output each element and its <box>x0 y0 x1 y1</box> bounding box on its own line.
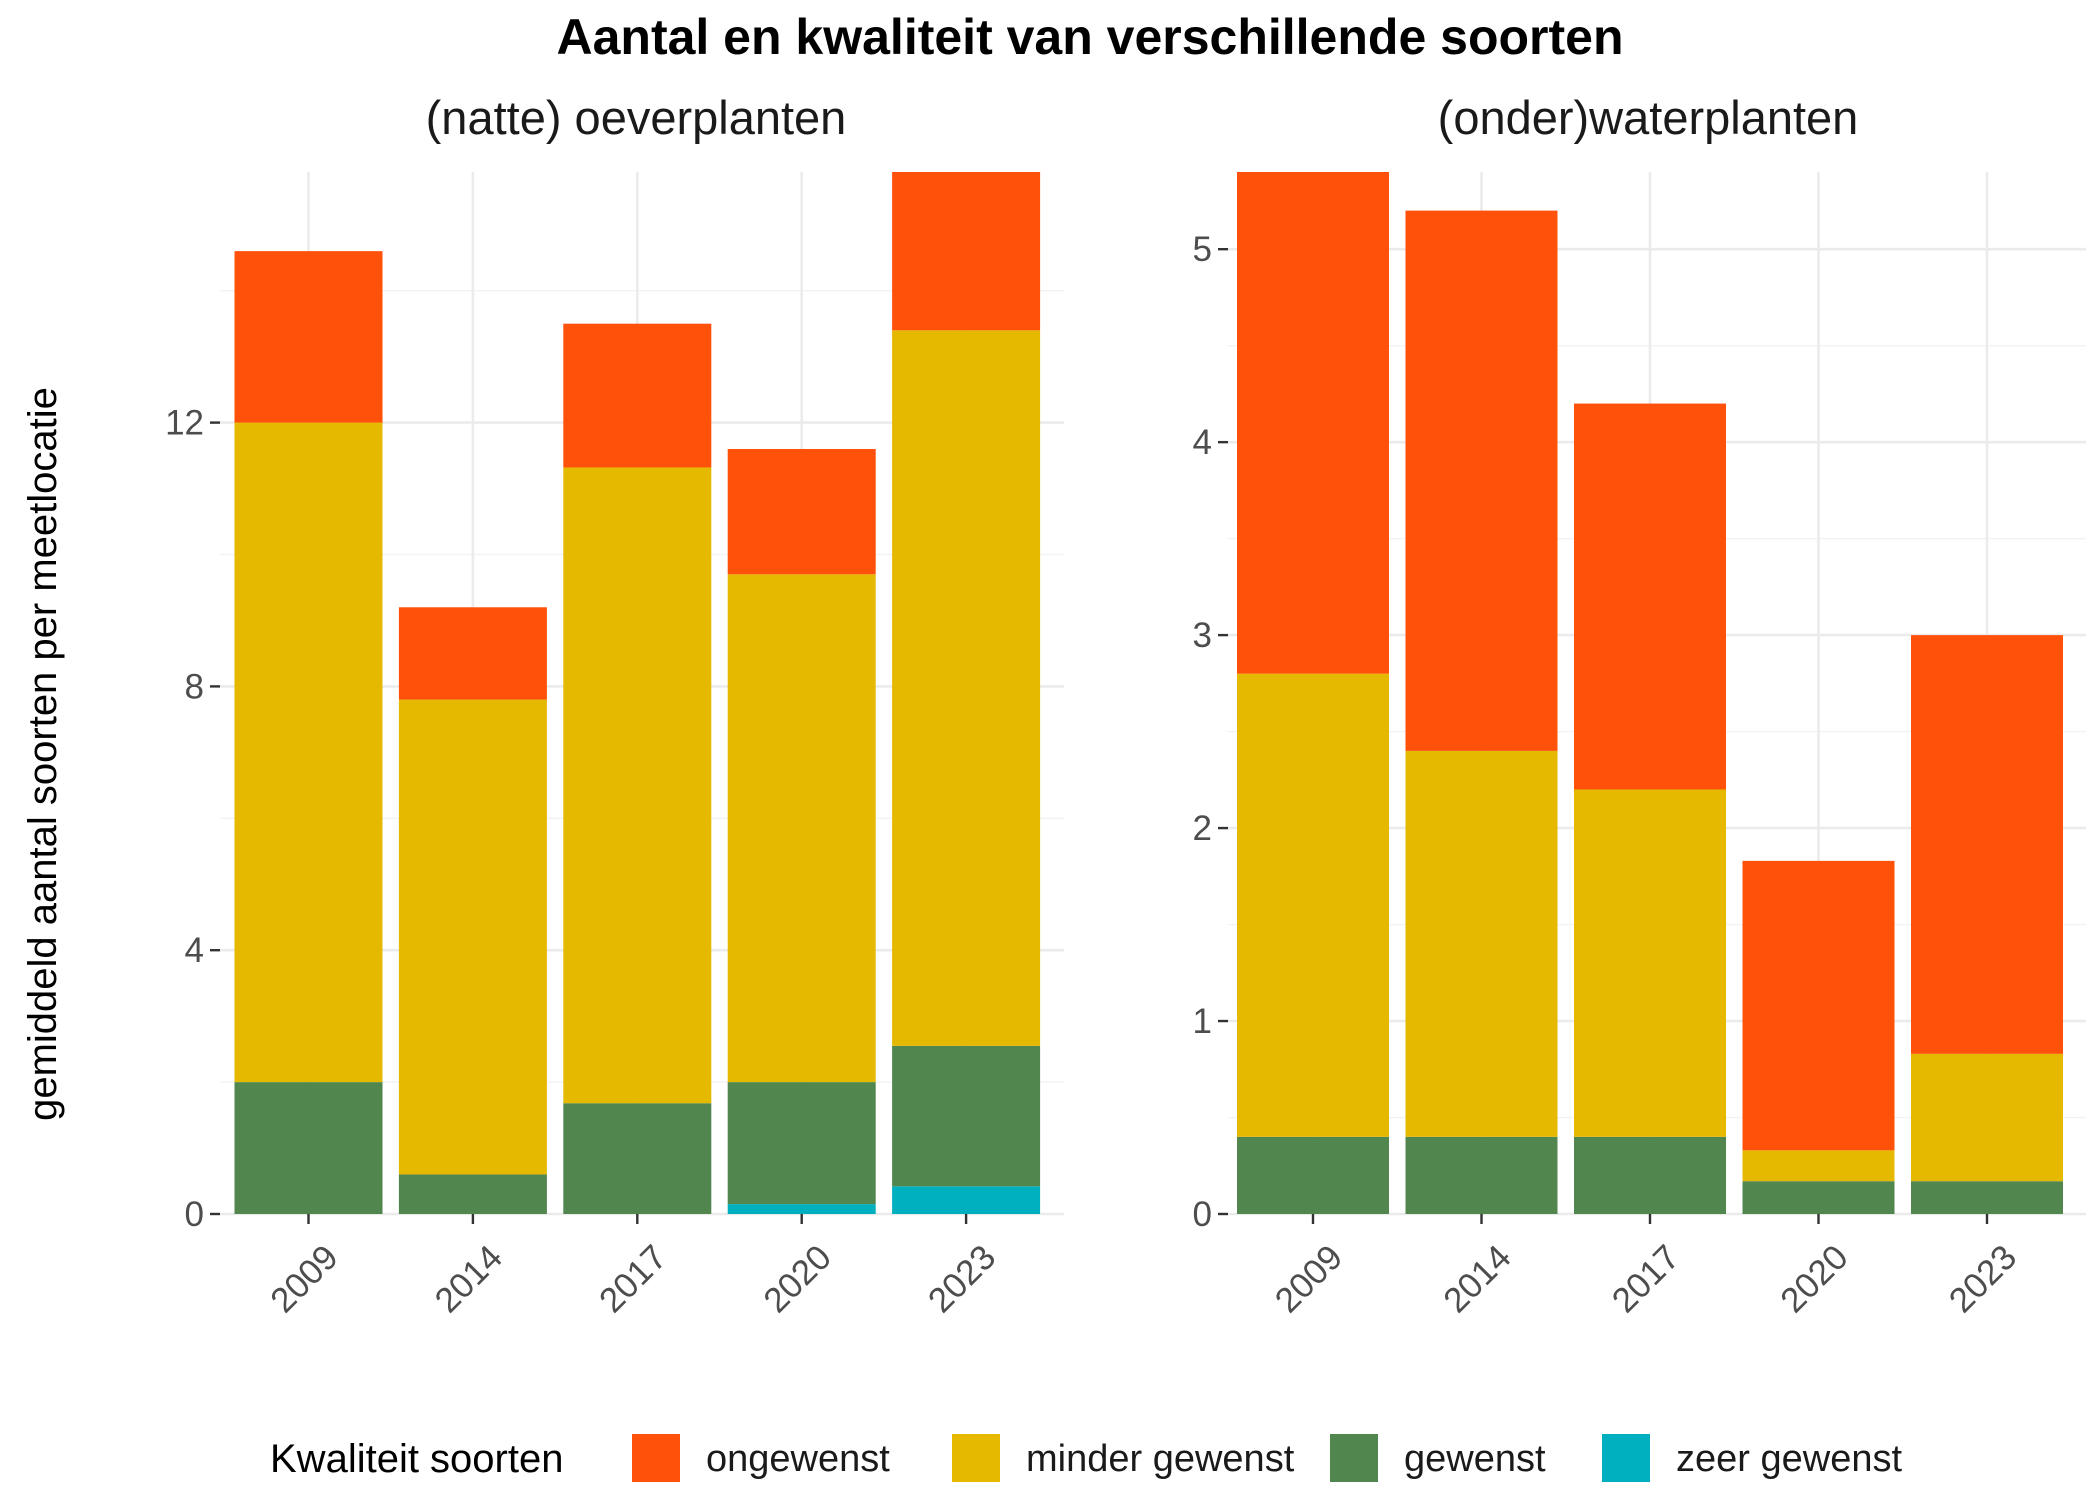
legend-label-zeer-gewenst: zeer gewenst <box>1676 1438 1902 1480</box>
bar-2020-minder-gewenst <box>727 574 876 1083</box>
bar-2014-ongewenst <box>398 607 547 700</box>
bar-2023-ongewenst <box>1911 635 2063 1054</box>
legend-key-zeer-gewenst <box>1602 1434 1650 1482</box>
bar-2017-gewenst <box>1574 1136 1726 1214</box>
legend: Kwaliteit soorten ongewenst minder gewenst… <box>270 1434 1902 1482</box>
legend-key-gewenst <box>1330 1434 1378 1482</box>
panel-1-x-tick-label: 2020 <box>756 1238 839 1321</box>
bar-2023-minder-gewenst <box>892 330 1041 1046</box>
panel-2-y-tick-label: 5 <box>1193 230 1212 269</box>
panel-1-title: (natte) oeverplanten <box>426 91 847 144</box>
legend-key-minder-gewenst <box>952 1434 1000 1482</box>
bar-2023-zeer-gewenst <box>892 1186 1041 1214</box>
panel-2-y-tick-label: 3 <box>1193 616 1212 655</box>
bar-2009-gewenst <box>234 1082 383 1214</box>
panel-1-x-tick-label: 2009 <box>263 1238 346 1321</box>
panel-1-x-tick-label: 2023 <box>921 1238 1004 1321</box>
panel-1-y-tick-label: 12 <box>165 404 204 443</box>
bar-2014-minder-gewenst <box>398 699 547 1175</box>
panel-2: (onder)waterplanten 0 1 2 3 4 5 2009 2014 2017 202… <box>1193 91 2086 1320</box>
bar-2023-gewenst <box>1911 1181 2063 1214</box>
bar-2017-ongewenst <box>563 323 712 468</box>
bar-2020-gewenst <box>727 1082 876 1205</box>
bar-2009-minder-gewenst <box>1237 673 1389 1137</box>
bar-2009-gewenst <box>1237 1136 1389 1214</box>
y-axis-label: gemiddeld aantal soorten per meetlocatie <box>21 387 65 1121</box>
bar-2020-ongewenst <box>727 448 876 575</box>
panel-2-y-tick-label: 0 <box>1193 1195 1212 1234</box>
legend-label-minder-gewenst: minder gewenst <box>1026 1438 1295 1480</box>
bar-2014-ongewenst <box>1405 210 1558 751</box>
bar-2023-minder-gewenst <box>1911 1053 2063 1182</box>
bar-2023-ongewenst <box>892 172 1041 331</box>
legend-label-gewenst: gewenst <box>1404 1438 1546 1480</box>
legend-label-ongewenst: ongewenst <box>706 1438 890 1480</box>
bar-2017-ongewenst <box>1574 403 1726 790</box>
panel-1-x-tick-label: 2014 <box>427 1238 510 1321</box>
panel-2-x-tick-label: 2020 <box>1773 1238 1856 1321</box>
bar-2009-minder-gewenst <box>234 422 383 1083</box>
panel-2-title: (onder)waterplanten <box>1438 91 1859 144</box>
bar-2023-gewenst <box>892 1045 1041 1187</box>
bar-2014-minder-gewenst <box>1405 750 1558 1137</box>
panel-2-x-tick-label: 2014 <box>1436 1238 1519 1321</box>
chart-title: Aantal en kwaliteit van verschillende so… <box>556 9 1623 65</box>
panel-2-x-tick-label: 2009 <box>1268 1238 1351 1321</box>
panel-1-x-tick-label: 2017 <box>592 1238 675 1321</box>
panel-1: (natte) oeverplanten 0 4 8 12 2009 2014 2017 202… <box>165 91 1064 1320</box>
panel-2-x-tick-label: 2023 <box>1942 1238 2025 1321</box>
panel-2-y-tick-label: 1 <box>1193 1002 1212 1041</box>
legend-key-ongewenst <box>632 1434 680 1482</box>
bar-2014-gewenst <box>398 1174 547 1214</box>
legend-title: Kwaliteit soorten <box>270 1437 563 1481</box>
bar-2020-minder-gewenst <box>1742 1150 1895 1182</box>
bar-2017-gewenst <box>563 1103 712 1214</box>
bar-2020-ongewenst <box>1742 860 1895 1151</box>
panel-1-y-tick-label: 0 <box>185 1195 204 1234</box>
bar-2017-minder-gewenst <box>563 467 712 1104</box>
panel-2-y-tick-label: 4 <box>1193 423 1212 462</box>
bar-2020-zeer-gewenst <box>727 1204 876 1214</box>
panel-1-y-tick-label: 4 <box>185 931 204 970</box>
panel-2-x-tick-label: 2017 <box>1605 1238 1688 1321</box>
panel-2-y-tick-label: 2 <box>1193 809 1212 848</box>
bar-2009-ongewenst <box>234 251 383 423</box>
bar-2020-gewenst <box>1742 1181 1895 1214</box>
bar-2014-gewenst <box>1405 1136 1558 1214</box>
bar-2017-minder-gewenst <box>1574 789 1726 1137</box>
panel-1-y-tick-label: 8 <box>185 667 204 706</box>
bar-2009-ongewenst <box>1237 172 1389 674</box>
